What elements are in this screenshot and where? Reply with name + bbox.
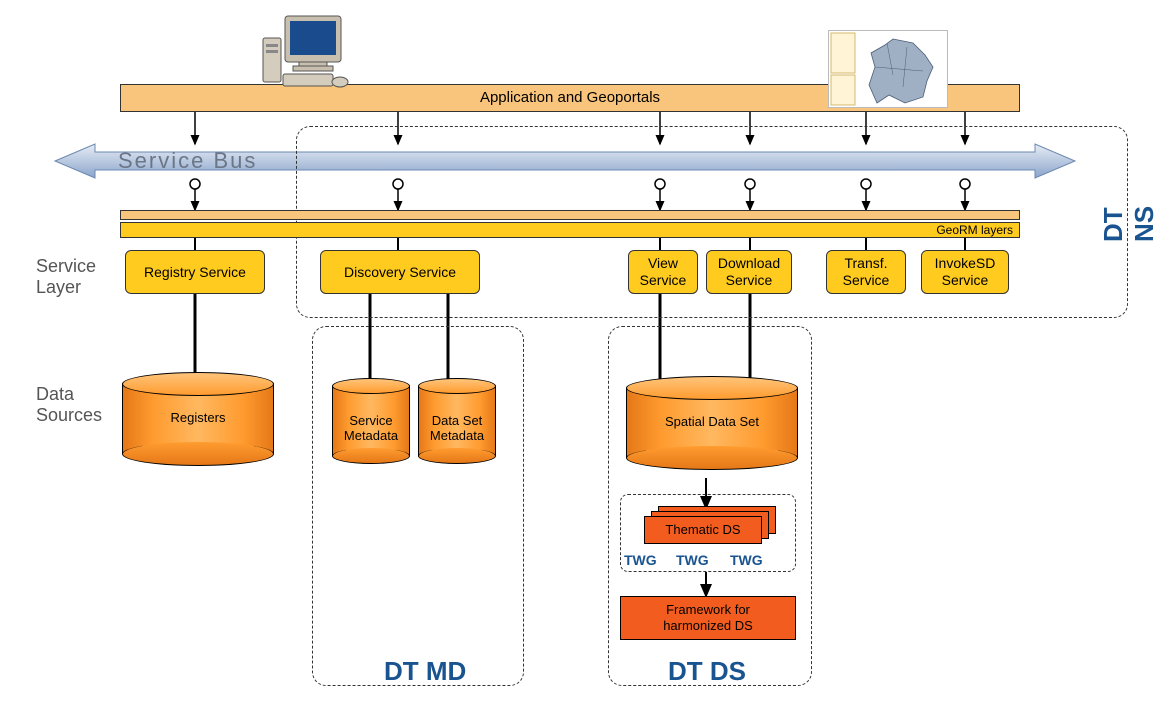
twg-label-1: TWG bbox=[676, 552, 709, 568]
service-invoke: InvokeSDService bbox=[921, 250, 1009, 294]
service-view: ViewService bbox=[628, 250, 698, 294]
dt-md-box bbox=[312, 326, 524, 686]
computer-icon bbox=[255, 10, 355, 90]
twg-label-0: TWG bbox=[624, 552, 657, 568]
service-bus-label: Service Bus bbox=[118, 148, 257, 174]
thematic-card-2: Thematic DS bbox=[644, 516, 762, 544]
dt-md-label: DT MD bbox=[384, 656, 466, 687]
dt-ns-label: DT NS bbox=[1098, 184, 1156, 242]
service-download: DownloadService bbox=[706, 250, 792, 294]
mid-bar bbox=[120, 210, 1020, 220]
cylinder-registers: Registers bbox=[122, 372, 274, 466]
label-service-layer: Service Layer bbox=[36, 256, 96, 298]
dt-ds-label: DT DS bbox=[668, 656, 746, 687]
twg-label-2: TWG bbox=[730, 552, 763, 568]
georm-bar: GeoRM layers bbox=[120, 222, 1020, 238]
service-registry: Registry Service bbox=[125, 250, 265, 294]
service-transf: Transf.Service bbox=[826, 250, 906, 294]
service-discovery: Discovery Service bbox=[320, 250, 480, 294]
map-icon bbox=[828, 30, 948, 108]
framework-box: Framework forharmonized DS bbox=[620, 596, 796, 640]
label-data-sources: Data Sources bbox=[36, 384, 102, 426]
georm-label: GeoRM layers bbox=[936, 223, 1013, 237]
